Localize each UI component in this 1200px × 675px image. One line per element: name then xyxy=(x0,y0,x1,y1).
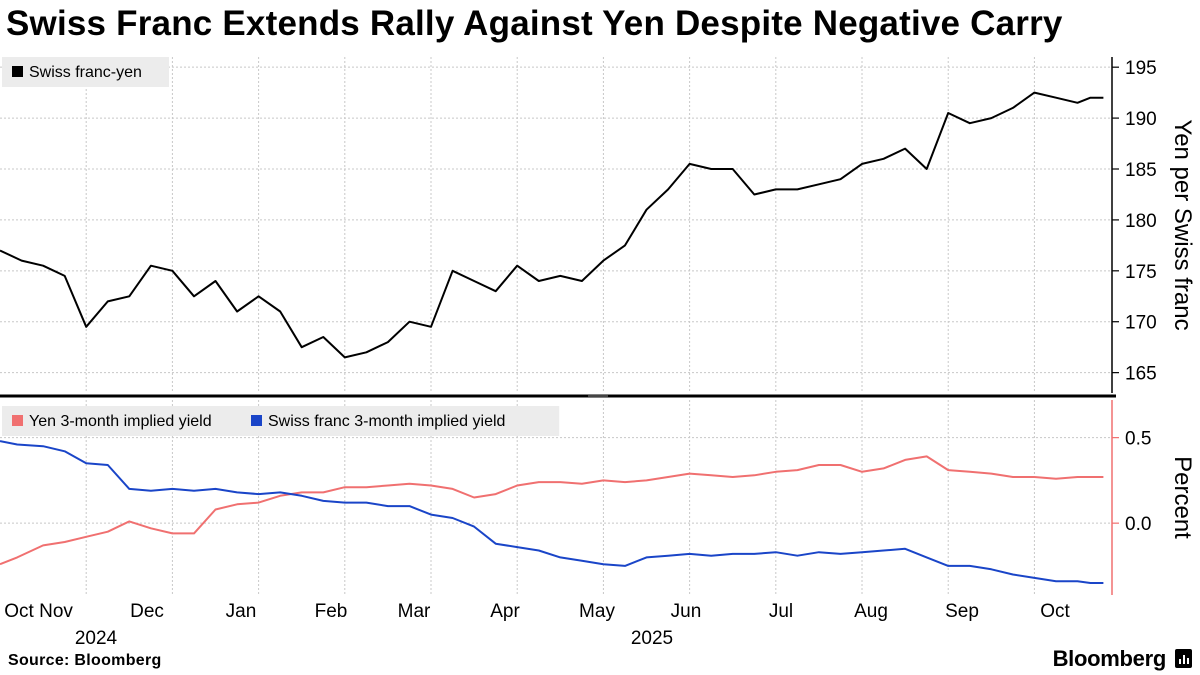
y-tick-label: 165 xyxy=(1125,364,1157,385)
legend-label: Yen 3-month implied yield xyxy=(29,413,212,430)
bloomberg-chart-icon xyxy=(1175,649,1192,668)
y-tick-label: 190 xyxy=(1125,109,1157,130)
legend-1: Yen 3-month implied yield Swiss franc 3-m… xyxy=(2,406,560,436)
chart-title: Swiss Franc Extends Rally Against Yen De… xyxy=(6,4,1063,43)
legend-background xyxy=(2,57,169,87)
x-tick-label: Mar xyxy=(398,601,431,622)
x-tick-label: Nov xyxy=(39,601,73,622)
source-note: Source: Bloomberg xyxy=(8,652,162,669)
panel-0: 195 190 185 180 175 170 165 Yen per Swiss franc xyxy=(0,57,1196,393)
x-year-label: 2025 xyxy=(631,628,673,649)
x-tick-label: Jan xyxy=(226,601,257,622)
x-tick-label: Aug xyxy=(854,601,888,622)
legend-swatch xyxy=(12,415,23,426)
series-line-swiss-franc-yen xyxy=(0,91,1104,359)
y-tick-label: 195 xyxy=(1125,58,1157,79)
y-tick-label: 180 xyxy=(1125,211,1157,232)
y-axis-title: Yen per Swiss franc xyxy=(1169,119,1196,330)
x-tick-label: Oct xyxy=(1040,601,1070,622)
legend-0: Swiss franc-yen xyxy=(2,57,169,87)
x-year-label: 2024 xyxy=(75,628,118,649)
y-tick-label: 185 xyxy=(1125,160,1157,181)
x-tick-label: Jul xyxy=(769,601,793,622)
x-tick-label: Apr xyxy=(490,601,520,622)
legend-swatch xyxy=(12,66,23,77)
x-tick-label: May xyxy=(579,601,615,622)
y-axis-title: Percent xyxy=(1169,456,1196,539)
legend-background xyxy=(2,406,560,436)
series-line-yen-3-month-implied-yield xyxy=(0,455,1104,566)
y-tick-label: 0.5 xyxy=(1125,429,1151,450)
x-tick-label: Sep xyxy=(945,601,979,622)
y-tick-label: 0.0 xyxy=(1125,514,1151,535)
brand-logo-text: Bloomberg xyxy=(1052,646,1167,671)
x-tick-label: Dec xyxy=(130,601,164,622)
series-line-swiss-franc-3-month-implied-yield xyxy=(0,440,1104,584)
legend-swatch xyxy=(251,415,262,426)
y-tick-label: 170 xyxy=(1125,313,1157,334)
legend-label: Swiss franc-yen xyxy=(29,64,142,81)
legend-label: Swiss franc 3-month implied yield xyxy=(268,413,505,430)
x-axis: Oct Nov Dec Jan Feb Mar Apr May Jun Jul Aug Sep Oct2… xyxy=(4,601,1070,649)
x-tick-label: Jun xyxy=(671,601,702,622)
x-tick-label: Feb xyxy=(315,601,348,622)
y-tick-label: 175 xyxy=(1125,262,1157,283)
x-tick-label: Oct xyxy=(4,601,34,622)
